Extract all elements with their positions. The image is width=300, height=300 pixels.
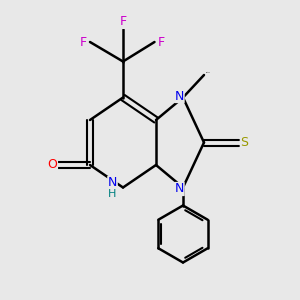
- Text: H: H: [108, 189, 117, 199]
- Text: N: N: [175, 182, 184, 196]
- Text: F: F: [119, 15, 127, 28]
- Text: methyl: methyl: [206, 71, 211, 73]
- Text: F: F: [80, 35, 87, 49]
- Text: S: S: [241, 136, 248, 149]
- Text: N: N: [175, 89, 184, 103]
- Text: O: O: [48, 158, 57, 172]
- Text: N: N: [108, 176, 117, 190]
- Text: F: F: [158, 35, 165, 49]
